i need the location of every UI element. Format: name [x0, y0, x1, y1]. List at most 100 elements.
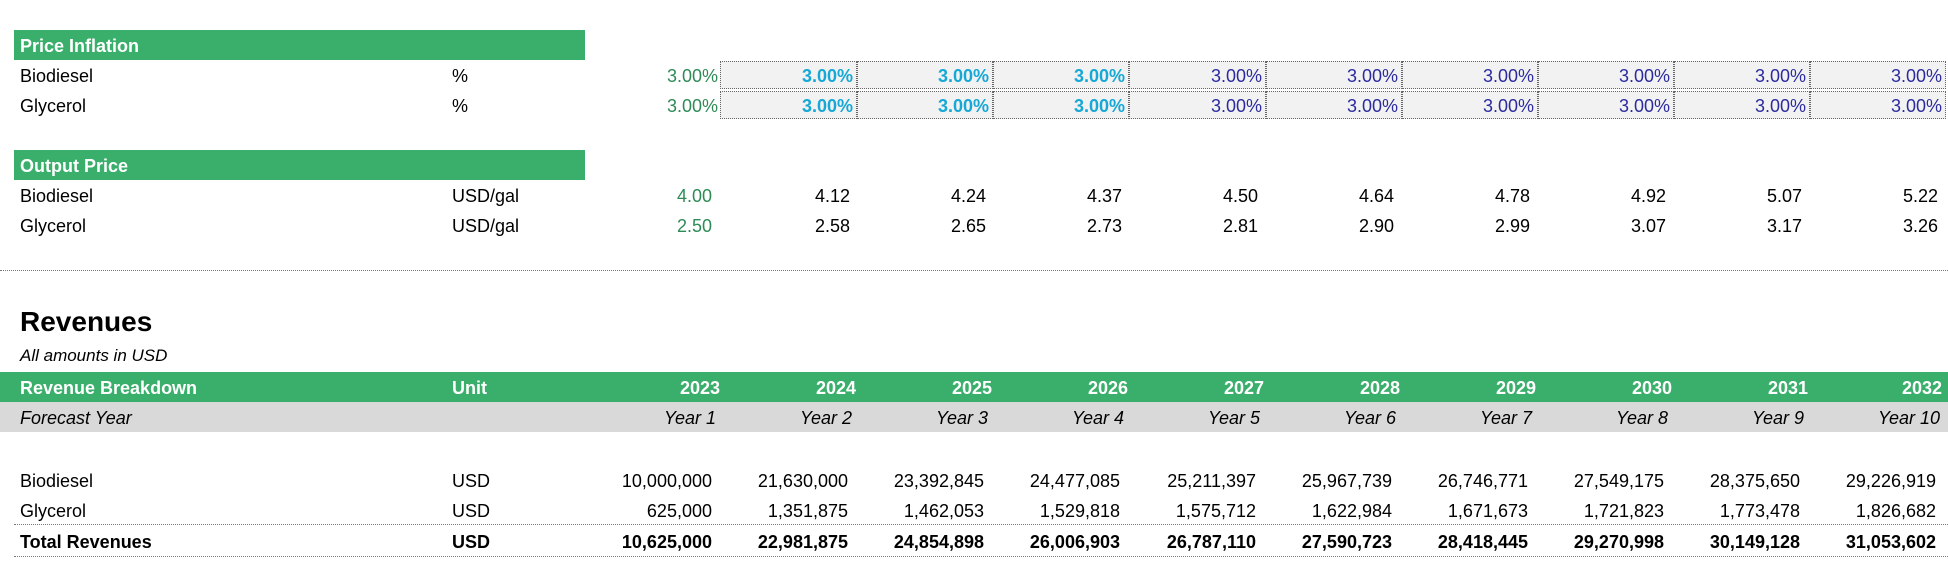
total-cell: 27,590,723	[1301, 532, 1392, 552]
inflation-cell[interactable]: 3.00%	[993, 91, 1129, 119]
inflation-cell[interactable]: 3.00%	[857, 91, 993, 119]
price-cell: 4.64	[1358, 186, 1394, 206]
price-cell: 2.73	[1086, 216, 1122, 236]
price-inflation-header: Price Inflation	[14, 30, 585, 60]
price-cell: 2.58	[814, 216, 850, 236]
total-cell: 26,787,110	[1166, 532, 1256, 552]
section-title: Revenues	[20, 306, 153, 337]
total-revenues-row: Total Revenues USD 10,625,000 22,981,875…	[20, 532, 1936, 552]
section-divider	[0, 270, 1948, 271]
price-cell: 4.12	[814, 186, 850, 206]
revenue-header-row: Revenue Breakdown Unit 2023 2024 2025 20…	[0, 372, 1948, 402]
year-header: 2027	[1223, 378, 1264, 398]
base-input-cell[interactable]: 3.00%	[666, 66, 718, 86]
forecast-year: Year 3	[935, 408, 988, 428]
revenue-cell: 10,000,000	[621, 471, 712, 491]
inflation-cell[interactable]: 3.00%	[1538, 91, 1674, 119]
price-cell: 5.07	[1766, 186, 1802, 206]
price-cell: 4.37	[1086, 186, 1122, 206]
base-input-cell[interactable]: 3.00%	[666, 96, 718, 116]
price-cell: 5.22	[1902, 186, 1938, 206]
total-cell: 31,053,602	[1845, 532, 1936, 552]
base-price-cell[interactable]: 2.50	[676, 216, 712, 236]
year-header: 2026	[1087, 378, 1128, 398]
price-cell: 4.78	[1494, 186, 1530, 206]
price-inflation-row-biodiesel: Biodiesel % 3.00% 3.00% 3.00% 3.00% 3.00…	[0, 61, 1948, 91]
forecast-year: Year 10	[1877, 408, 1940, 428]
total-cell: 29,270,998	[1573, 532, 1664, 552]
price-cell: 2.99	[1494, 216, 1530, 236]
output-price-header: Output Price	[14, 150, 585, 180]
revenue-cell: 1,462,053	[903, 501, 984, 521]
year-header: 2025	[951, 378, 992, 398]
revenue-cell: 1,826,682	[1855, 501, 1936, 521]
inflation-cell[interactable]: 3.00%	[1266, 61, 1402, 89]
revenue-cell: 23,392,845	[893, 471, 984, 491]
forecast-year: Year 7	[1479, 408, 1532, 428]
price-cell: 2.90	[1358, 216, 1394, 236]
inflation-cell[interactable]: 3.00%	[1402, 91, 1538, 119]
revenue-cell: 28,375,650	[1709, 471, 1800, 491]
price-cell: 3.17	[1766, 216, 1802, 236]
price-cell: 4.24	[950, 186, 986, 206]
output-price-row-biodiesel: Biodiesel USD/gal 4.00 4.12 4.24 4.37 4.…	[20, 186, 1938, 206]
total-cell: 10,625,000	[621, 532, 712, 552]
forecast-year: Year 1	[663, 408, 716, 428]
price-inflation-row-glycerol: Glycerol % 3.00% 3.00% 3.00% 3.00% 3.00%…	[0, 91, 1948, 121]
total-divider	[14, 524, 1948, 525]
inflation-cell[interactable]: 3.00%	[1129, 91, 1266, 119]
year-header: 2029	[1495, 378, 1536, 398]
total-cell: 26,006,903	[1029, 532, 1120, 552]
inflation-cell[interactable]: 3.00%	[1810, 61, 1946, 89]
year-header: 2028	[1359, 378, 1400, 398]
total-cell: 30,149,128	[1709, 532, 1800, 552]
revenue-cell: 625,000	[646, 501, 712, 521]
price-cell: 2.65	[950, 216, 986, 236]
revenue-cell: 24,477,085	[1029, 471, 1120, 491]
revenue-cell: 1,721,823	[1583, 501, 1664, 521]
revenue-cell: 21,630,000	[757, 471, 848, 491]
inflation-cell[interactable]: 3.00%	[857, 61, 993, 89]
inflation-cell[interactable]: 3.00%	[1810, 91, 1946, 119]
forecast-year: Year 5	[1207, 408, 1260, 428]
revenue-cell: 29,226,919	[1845, 471, 1936, 491]
price-cell: 3.07	[1630, 216, 1666, 236]
inflation-cell[interactable]: 3.00%	[720, 61, 857, 89]
forecast-year: Year 8	[1615, 408, 1668, 428]
inflation-cell[interactable]: 3.00%	[1402, 61, 1538, 89]
inflation-cell[interactable]: 3.00%	[1538, 61, 1674, 89]
revenue-cell: 1,671,673	[1447, 501, 1528, 521]
base-price-cell[interactable]: 4.00	[676, 186, 712, 206]
revenue-cell: 27,549,175	[1573, 471, 1664, 491]
inflation-cell[interactable]: 3.00%	[720, 91, 857, 119]
forecast-year: Year 6	[1343, 408, 1396, 428]
inflation-cell[interactable]: 3.00%	[1674, 91, 1810, 119]
year-header: 2023	[679, 378, 720, 398]
forecast-year: Year 9	[1751, 408, 1804, 428]
year-header: 2030	[1631, 378, 1672, 398]
revenue-cell: 1,622,984	[1311, 501, 1392, 521]
revenue-row-glycerol: Glycerol USD 625,000 1,351,875 1,462,053…	[20, 501, 1936, 521]
section-subtitle: All amounts in USD	[20, 346, 168, 365]
revenue-cell: 1,773,478	[1719, 501, 1800, 521]
price-cell: 2.81	[1222, 216, 1258, 236]
forecast-year: Year 4	[1071, 408, 1124, 428]
price-cell: 4.92	[1630, 186, 1666, 206]
revenue-cell: 1,351,875	[767, 501, 848, 521]
inflation-cell[interactable]: 3.00%	[1129, 61, 1266, 89]
year-header: 2024	[815, 378, 856, 398]
total-cell: 22,981,875	[757, 532, 848, 552]
forecast-year: Year 2	[799, 408, 852, 428]
year-header: 2031	[1767, 378, 1808, 398]
inflation-cell[interactable]: 3.00%	[993, 61, 1129, 89]
revenue-cell: 26,746,771	[1437, 471, 1528, 491]
revenue-cell: 1,529,818	[1039, 501, 1120, 521]
total-cell: 24,854,898	[893, 532, 984, 552]
bottom-divider	[14, 556, 1948, 557]
price-cell: 4.50	[1222, 186, 1258, 206]
inflation-cell[interactable]: 3.00%	[1266, 91, 1402, 119]
inflation-cell[interactable]: 3.00%	[1674, 61, 1810, 89]
forecast-year-row: Forecast Year Year 1 Year 2 Year 3 Year …	[0, 402, 1948, 432]
revenue-cell: 25,967,739	[1301, 471, 1392, 491]
revenue-cell: 25,211,397	[1167, 471, 1256, 491]
